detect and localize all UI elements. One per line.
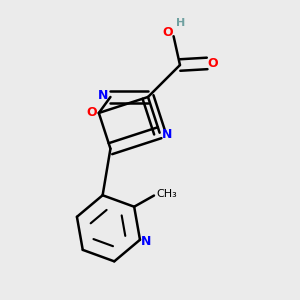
- Text: N: N: [161, 128, 172, 141]
- Text: H: H: [176, 19, 185, 28]
- Text: O: O: [163, 26, 173, 39]
- Text: CH₃: CH₃: [157, 189, 177, 199]
- Text: N: N: [98, 89, 109, 102]
- Text: O: O: [208, 57, 218, 70]
- Text: O: O: [86, 106, 97, 119]
- Text: N: N: [141, 235, 151, 248]
